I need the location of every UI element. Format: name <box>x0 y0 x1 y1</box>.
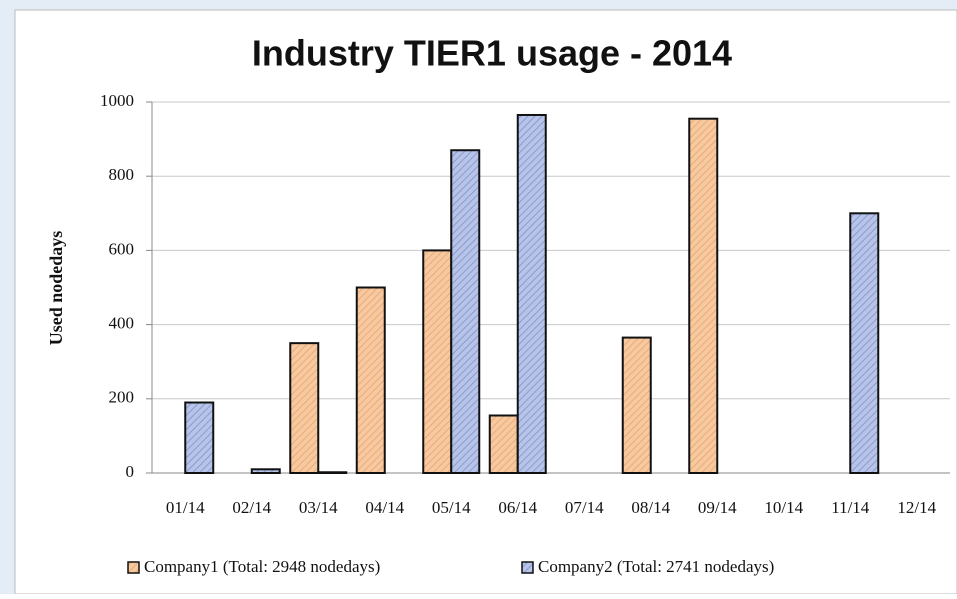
x-tick-label: 12/14 <box>897 498 936 517</box>
x-tick-label: 06/14 <box>498 498 537 517</box>
y-tick-label: 200 <box>109 388 135 407</box>
x-tick-label: 01/14 <box>166 498 205 517</box>
x-tick-label: 04/14 <box>365 498 404 517</box>
chart-title: Industry TIER1 usage - 2014 <box>252 33 732 74</box>
y-axis-label: Used nodedays <box>46 231 66 346</box>
x-tick-label: 09/14 <box>698 498 737 517</box>
x-tick-label: 10/14 <box>764 498 803 517</box>
x-tick-label: 03/14 <box>299 498 338 517</box>
bar <box>250 468 281 475</box>
bar <box>289 342 320 474</box>
y-tick-label: 1000 <box>100 91 134 110</box>
x-tick-label: 11/14 <box>831 498 870 517</box>
y-tick-label: 400 <box>109 314 135 333</box>
x-tick-label: 08/14 <box>631 498 670 517</box>
legend-label: Company1 (Total: 2948 nodedays) <box>144 557 380 576</box>
bar <box>317 471 348 474</box>
y-tick-label: 600 <box>109 239 135 258</box>
legend-swatch <box>521 561 534 574</box>
y-tick-label: 0 <box>126 462 135 481</box>
bar <box>422 249 453 474</box>
bar <box>516 113 547 475</box>
legend-swatch <box>127 561 140 574</box>
legend-label: Company2 (Total: 2741 nodedays) <box>538 557 774 576</box>
bar <box>849 212 880 475</box>
bar <box>488 414 519 474</box>
bar <box>355 286 386 474</box>
x-tick-label: 07/14 <box>565 498 604 517</box>
bar <box>688 117 719 474</box>
bar <box>184 401 215 475</box>
x-tick-label: 05/14 <box>432 498 471 517</box>
bar <box>621 336 652 474</box>
bar <box>450 149 481 474</box>
y-tick-label: 800 <box>109 165 135 184</box>
chart-frame <box>14 9 957 595</box>
x-tick-label: 02/14 <box>232 498 271 517</box>
